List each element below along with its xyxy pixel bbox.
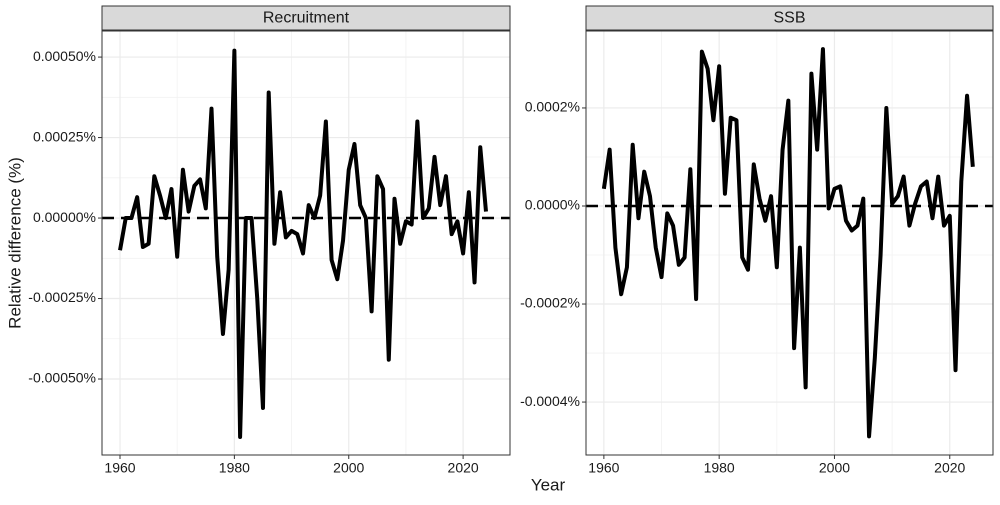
strip xyxy=(101,5,511,31)
y-tick-label: 0.0002% xyxy=(525,99,580,115)
x-axis-label: Year xyxy=(531,475,566,494)
y-tick-label: -0.00025% xyxy=(28,289,96,305)
y-tick-label: 0.0000% xyxy=(525,197,580,213)
y-tick-label: -0.00050% xyxy=(28,370,96,386)
strip xyxy=(585,5,994,31)
x-tick-label: 1960 xyxy=(588,460,619,476)
panel-title: Recruitment xyxy=(263,10,350,27)
x-tick-label: 1980 xyxy=(219,460,250,476)
x-tick-label: 2000 xyxy=(819,460,850,476)
panel-border xyxy=(585,30,994,456)
x-tick-label: 2000 xyxy=(333,460,364,476)
x-tick-label: 2020 xyxy=(448,460,479,476)
y-axis-label: Relative difference (%) xyxy=(5,157,24,329)
x-tick-label: 2020 xyxy=(934,460,965,476)
y-tick-label: 0.00000% xyxy=(33,209,96,225)
y-tick-label: 0.00050% xyxy=(33,48,96,64)
y-tick-label: -0.0004% xyxy=(520,393,580,409)
y-tick-label: -0.0002% xyxy=(520,295,580,311)
x-tick-label: 1960 xyxy=(104,460,135,476)
panel-title: SSB xyxy=(773,10,805,27)
data-line xyxy=(601,47,975,439)
x-tick-label: 1980 xyxy=(704,460,735,476)
data-line xyxy=(118,48,488,439)
panel-border xyxy=(101,30,511,456)
panel-background xyxy=(586,31,993,455)
y-tick-label: 0.00025% xyxy=(33,128,96,144)
